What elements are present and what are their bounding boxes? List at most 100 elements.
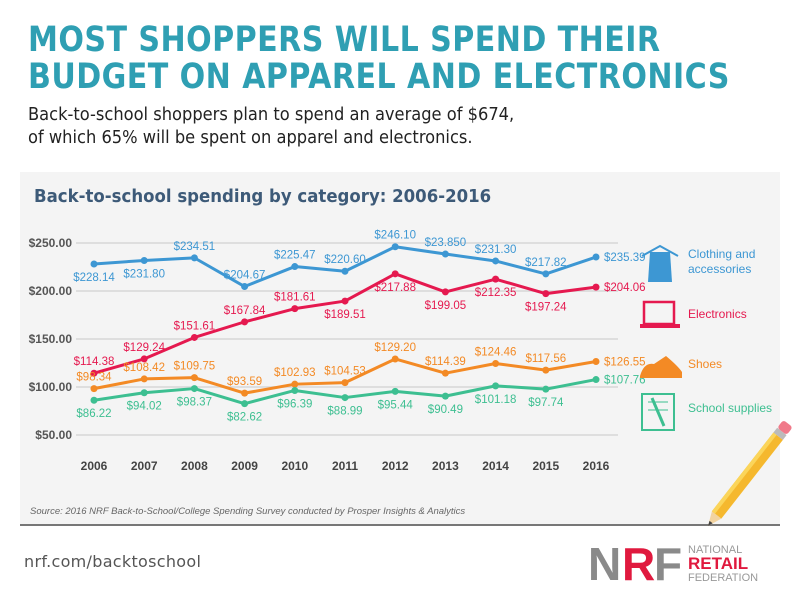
data-label: $212.35 — [475, 287, 517, 299]
data-label: $129.20 — [374, 342, 416, 354]
subtitle-line-2: of which 65% will be spent on apparel an… — [28, 128, 473, 148]
y-tick-label: $250.00 — [29, 236, 73, 250]
data-point — [241, 400, 249, 408]
x-tick-label: 2011 — [332, 459, 358, 473]
data-label: $181.61 — [274, 292, 316, 304]
data-label: $23.850 — [425, 237, 467, 249]
data-point — [542, 366, 550, 374]
data-point — [441, 392, 449, 400]
data-point — [241, 318, 249, 326]
headline: MOST SHOPPERS WILL SPEND THEIR BUDGET ON … — [28, 22, 730, 96]
legend-label: Electronics — [688, 307, 747, 321]
data-label: $225.47 — [274, 250, 316, 262]
data-point — [140, 375, 148, 383]
data-point — [291, 305, 299, 313]
data-point — [592, 283, 600, 291]
data-label: $199.05 — [425, 300, 467, 312]
data-label: $246.10 — [374, 230, 416, 242]
svg-text:R: R — [622, 540, 655, 585]
data-label: $129.24 — [123, 342, 165, 354]
data-label: $151.61 — [174, 320, 216, 332]
y-tick-label: $100.00 — [29, 380, 73, 394]
data-point — [441, 288, 449, 296]
data-point — [592, 376, 600, 384]
data-point — [190, 385, 198, 393]
x-tick-label: 2009 — [231, 459, 258, 473]
data-point — [341, 297, 349, 305]
shoe-icon — [640, 356, 682, 378]
legend-item: School supplies — [641, 393, 772, 431]
data-point — [391, 387, 399, 395]
subtitle-line-1: Back-to-school shoppers plan to spend an… — [28, 105, 515, 125]
legend-item: Electronics — [640, 300, 747, 328]
legend-label: Clothing and — [688, 247, 755, 261]
data-point — [492, 382, 500, 390]
data-point — [90, 385, 98, 393]
website-link[interactable]: nrf.com/backtoschool — [24, 552, 202, 571]
data-label: $204.06 — [604, 282, 646, 294]
data-label: $235.39 — [604, 252, 646, 264]
chart-title: Back-to-school spending by category: 200… — [34, 186, 492, 207]
legend-item: Shoes — [640, 356, 722, 378]
data-label: $124.46 — [475, 347, 517, 359]
data-point — [140, 389, 148, 397]
data-point — [291, 386, 299, 394]
y-tick-label: $150.00 — [29, 332, 73, 346]
x-tick-label: 2010 — [281, 459, 308, 473]
chart-panel — [20, 172, 780, 526]
clothing-hanger-icon — [641, 244, 679, 282]
data-point — [391, 270, 399, 278]
svg-text:NATIONAL: NATIONAL — [688, 544, 742, 556]
data-point — [341, 379, 349, 387]
data-point — [542, 270, 550, 278]
laptop-icon — [640, 300, 680, 328]
notebook-icon — [641, 393, 675, 431]
x-tick-label: 2007 — [131, 459, 158, 473]
data-point — [190, 374, 198, 382]
data-point — [291, 263, 299, 271]
data-point — [542, 290, 550, 298]
data-label: $197.24 — [525, 302, 567, 314]
data-label: $228.14 — [73, 272, 115, 284]
data-label: $117.56 — [525, 353, 566, 365]
data-label: $107.76 — [604, 375, 646, 387]
data-point — [441, 250, 449, 258]
headline-line-1: MOST SHOPPERS WILL SPEND THEIR — [28, 20, 661, 60]
x-tick-label: 2016 — [583, 459, 610, 473]
data-label: $98.34 — [76, 372, 112, 384]
data-label: $86.22 — [76, 408, 111, 420]
headline-line-2: BUDGET ON APPAREL AND ELECTRONICS — [28, 57, 730, 97]
legend-label: accessories — [688, 262, 751, 276]
data-point — [241, 283, 249, 291]
data-point — [190, 333, 198, 341]
data-label: $93.59 — [227, 376, 262, 388]
data-point — [291, 380, 299, 388]
data-label: $109.75 — [174, 361, 216, 373]
data-point — [492, 257, 500, 265]
data-label: $234.51 — [174, 241, 216, 253]
data-label: $108.42 — [123, 362, 165, 374]
data-label: $114.38 — [74, 356, 115, 368]
data-label: $97.74 — [528, 397, 564, 409]
series-line-1 — [93, 272, 597, 375]
data-label: $96.39 — [277, 398, 312, 410]
data-point — [140, 256, 148, 264]
data-label: $220.60 — [324, 254, 366, 266]
data-point — [391, 355, 399, 363]
x-tick-label: 2013 — [432, 459, 459, 473]
data-label: $95.44 — [378, 399, 414, 411]
data-label: $189.51 — [324, 309, 366, 321]
data-point — [492, 275, 500, 283]
subtitle: Back-to-school shoppers plan to spend an… — [28, 104, 514, 150]
data-label: $231.30 — [475, 244, 517, 256]
y-tick-label: $50.00 — [35, 428, 72, 442]
svg-text:F: F — [654, 540, 682, 585]
data-point — [592, 253, 600, 261]
data-label: $167.84 — [224, 305, 266, 317]
data-label: $98.37 — [177, 397, 212, 409]
x-tick-label: 2014 — [482, 459, 509, 473]
data-label: $88.99 — [327, 406, 362, 418]
data-point — [140, 355, 148, 363]
